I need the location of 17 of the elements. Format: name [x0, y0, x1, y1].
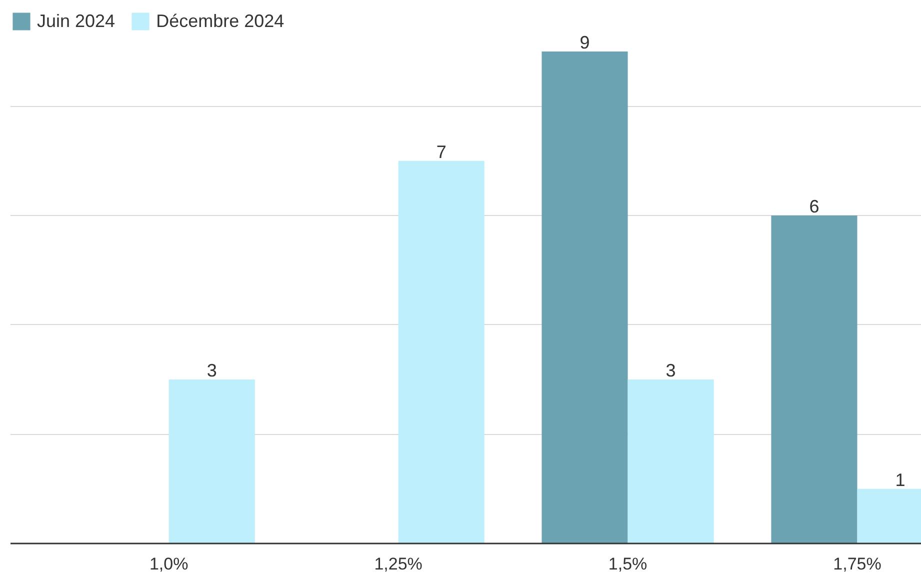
bar — [771, 216, 858, 544]
bar — [398, 160, 484, 544]
data-label: 6 — [809, 196, 820, 216]
data-label: 7 — [436, 142, 446, 162]
legend-label: Décembre 2024 — [156, 10, 284, 32]
data-label: 9 — [580, 32, 590, 52]
x-tick-label: 1,0% — [149, 554, 188, 574]
data-label: 3 — [206, 360, 217, 380]
bar — [168, 380, 255, 544]
bar — [628, 380, 714, 544]
legend-label: Juin 2024 — [37, 10, 116, 32]
x-tick-label: 1,25% — [374, 554, 422, 574]
bar — [542, 52, 628, 544]
data-label: 1 — [895, 470, 906, 490]
data-label: 3 — [666, 360, 676, 380]
x-tick-label: 1,75% — [833, 554, 882, 574]
x-tick-label: 1,5% — [608, 554, 648, 574]
